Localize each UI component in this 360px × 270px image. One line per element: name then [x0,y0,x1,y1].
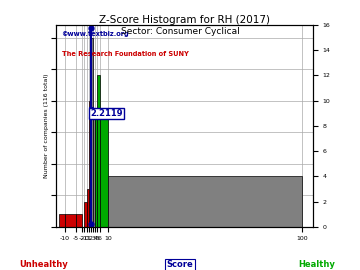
Text: Unhealthy: Unhealthy [19,260,68,269]
Y-axis label: Number of companies (116 total): Number of companies (116 total) [44,74,49,178]
Bar [95,113,98,227]
Bar [87,189,89,227]
Text: ©www.textbiz.org: ©www.textbiz.org [62,31,129,37]
Bar [93,113,95,227]
Text: Sector: Consumer Cyclical: Sector: Consumer Cyclical [121,27,239,36]
Text: The Research Foundation of SUNY: The Research Foundation of SUNY [62,51,188,57]
Text: 2.2119: 2.2119 [90,109,123,118]
Bar [65,214,76,227]
Text: Healthy: Healthy [298,260,335,269]
Bar [98,75,100,227]
Bar [91,38,93,227]
Bar [89,101,91,227]
Title: Z-Score Histogram for RH (2017): Z-Score Histogram for RH (2017) [99,15,270,25]
Bar [100,113,108,227]
Bar [59,214,65,227]
Bar [76,214,82,227]
Bar [108,176,302,227]
Bar [85,202,87,227]
Text: Score: Score [167,260,193,269]
